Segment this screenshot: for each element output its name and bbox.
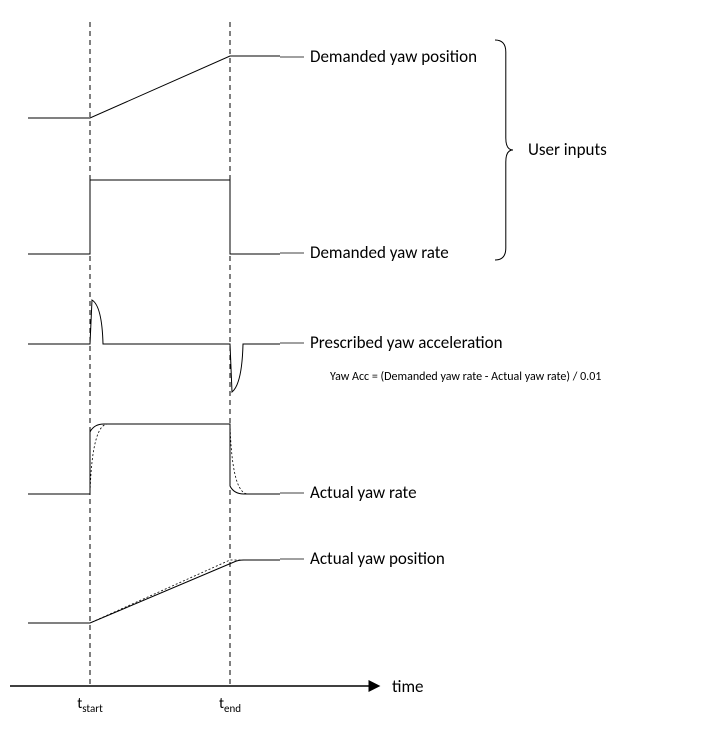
demanded-yaw-rate: Demanded yaw rate xyxy=(28,180,449,263)
prescribed-yaw-acceleration-label: Prescribed yaw acceleration xyxy=(310,332,503,353)
actual-yaw-rate: Actual yaw rate xyxy=(28,424,417,503)
prescribed-yaw-acceleration: Prescribed yaw acceleration Yaw Acc = (De… xyxy=(28,300,601,392)
actual-yaw-rate-label: Actual yaw rate xyxy=(310,482,417,503)
t-end-label: tend xyxy=(219,695,241,715)
demanded-yaw-position: Demanded yaw position xyxy=(28,46,477,118)
yaw-control-diagram: Demanded yaw position Demanded yaw rate Pr… xyxy=(0,0,707,731)
actual-yaw-position-label: Actual yaw position xyxy=(310,548,445,569)
svg-text:tend: tend xyxy=(219,695,241,715)
svg-text:tstart: tstart xyxy=(77,695,103,715)
time-axis-label: time xyxy=(392,676,424,697)
user-inputs-label: User inputs xyxy=(528,139,607,160)
demanded-yaw-position-label: Demanded yaw position xyxy=(310,46,477,67)
demanded-yaw-rate-label: Demanded yaw rate xyxy=(310,242,449,263)
prescribed-yaw-acceleration-formula: Yaw Acc = (Demanded yaw rate - Actual ya… xyxy=(330,370,601,384)
user-inputs-brace xyxy=(495,40,513,260)
t-start-label: tstart xyxy=(77,695,103,715)
actual-yaw-position: Actual yaw position xyxy=(28,548,445,623)
